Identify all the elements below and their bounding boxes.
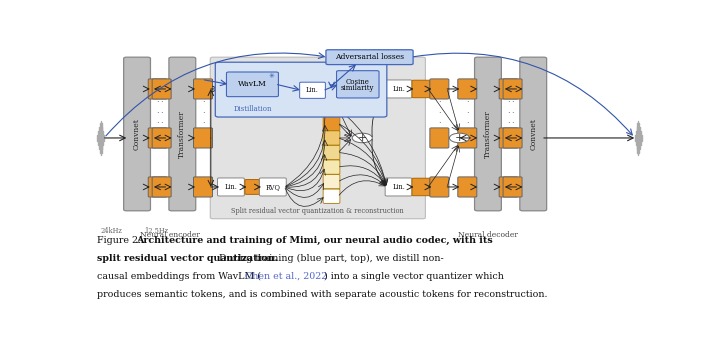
Text: Neural encoder: Neural encoder (141, 231, 200, 239)
FancyBboxPatch shape (300, 82, 325, 98)
FancyBboxPatch shape (323, 73, 340, 87)
FancyBboxPatch shape (323, 146, 340, 160)
FancyBboxPatch shape (323, 174, 340, 189)
Text: ) into a single vector quantizer which: ) into a single vector quantizer which (324, 272, 503, 281)
Text: Adversarial losses: Adversarial losses (335, 53, 404, 61)
Text: Architecture and training of Mimi, our neural audio codec, with its: Architecture and training of Mimi, our n… (136, 236, 492, 245)
FancyBboxPatch shape (430, 177, 449, 197)
Text: Cosine: Cosine (346, 78, 370, 86)
Text: ✳: ✳ (269, 73, 275, 79)
FancyBboxPatch shape (412, 80, 430, 98)
FancyBboxPatch shape (193, 79, 213, 99)
FancyBboxPatch shape (323, 102, 340, 116)
FancyBboxPatch shape (260, 178, 286, 196)
Text: Lin.: Lin. (392, 183, 405, 191)
FancyBboxPatch shape (458, 79, 477, 99)
Text: +: + (455, 133, 464, 143)
Text: Lin.: Lin. (392, 85, 405, 93)
Text: ·
·
·: · · · (508, 99, 510, 128)
FancyBboxPatch shape (124, 57, 151, 211)
Text: Lin.: Lin. (224, 85, 237, 93)
Text: causal embeddings from WavLM (: causal embeddings from WavLM ( (97, 272, 261, 281)
Text: Distillation: Distillation (233, 105, 272, 113)
FancyBboxPatch shape (245, 82, 260, 96)
FancyBboxPatch shape (458, 177, 477, 197)
FancyBboxPatch shape (152, 79, 171, 99)
FancyBboxPatch shape (503, 128, 522, 148)
Text: Lin.: Lin. (306, 86, 319, 94)
FancyBboxPatch shape (260, 80, 286, 98)
Circle shape (449, 133, 469, 143)
Text: VQ: VQ (267, 85, 278, 93)
Text: Figure 2:: Figure 2: (97, 236, 141, 245)
FancyBboxPatch shape (499, 177, 518, 197)
FancyBboxPatch shape (337, 71, 379, 98)
FancyBboxPatch shape (193, 128, 213, 148)
FancyBboxPatch shape (149, 128, 167, 148)
Text: ·
·
·: · · · (160, 99, 163, 128)
FancyBboxPatch shape (226, 72, 278, 97)
FancyBboxPatch shape (323, 160, 340, 174)
Text: +: + (358, 133, 367, 143)
Text: Chen et al., 2022: Chen et al., 2022 (245, 272, 328, 281)
Text: ·
·
·: · · · (156, 99, 159, 128)
Circle shape (352, 133, 372, 143)
Text: Convnet: Convnet (133, 118, 141, 150)
Text: WavLM: WavLM (238, 80, 267, 88)
Text: Convnet: Convnet (529, 118, 537, 150)
Text: ·
·
·: · · · (511, 99, 514, 128)
FancyBboxPatch shape (323, 87, 340, 101)
FancyBboxPatch shape (218, 80, 244, 98)
FancyBboxPatch shape (503, 177, 522, 197)
FancyBboxPatch shape (385, 80, 412, 98)
Text: Lin.: Lin. (224, 183, 237, 191)
FancyBboxPatch shape (323, 189, 340, 203)
FancyBboxPatch shape (499, 128, 518, 148)
Text: Transformer: Transformer (178, 110, 186, 158)
Text: Split residual vector quantization & reconstruction: Split residual vector quantization & rec… (231, 207, 404, 215)
Text: 12.5Hz: 12.5Hz (144, 227, 168, 235)
Text: Neural decoder: Neural decoder (459, 231, 518, 239)
FancyBboxPatch shape (499, 79, 518, 99)
FancyBboxPatch shape (152, 177, 171, 197)
Text: During training (blue part, top), we distill non-: During training (blue part, top), we dis… (216, 254, 443, 263)
FancyBboxPatch shape (218, 178, 244, 196)
Text: ·
·
·: · · · (466, 99, 469, 128)
FancyBboxPatch shape (149, 177, 167, 197)
FancyBboxPatch shape (169, 57, 195, 211)
FancyBboxPatch shape (412, 178, 430, 196)
FancyBboxPatch shape (323, 131, 340, 145)
FancyBboxPatch shape (323, 116, 340, 130)
Text: ·
·
·: · · · (202, 99, 204, 128)
FancyBboxPatch shape (211, 57, 425, 219)
FancyBboxPatch shape (193, 177, 213, 197)
Text: produces semantic tokens, and is combined with separate acoustic tokens for reco: produces semantic tokens, and is combine… (97, 290, 547, 299)
Text: similarity: similarity (341, 84, 374, 92)
FancyBboxPatch shape (385, 178, 412, 196)
FancyBboxPatch shape (149, 79, 167, 99)
FancyBboxPatch shape (503, 79, 522, 99)
FancyBboxPatch shape (458, 128, 477, 148)
Text: RVQ: RVQ (265, 183, 280, 191)
FancyBboxPatch shape (474, 57, 501, 211)
FancyBboxPatch shape (430, 128, 449, 148)
FancyBboxPatch shape (152, 128, 171, 148)
FancyBboxPatch shape (520, 57, 547, 211)
Text: ·
·
·: · · · (438, 99, 441, 128)
FancyBboxPatch shape (326, 50, 413, 65)
Text: Transformer: Transformer (484, 110, 492, 158)
FancyBboxPatch shape (430, 79, 449, 99)
Text: 24kHz: 24kHz (100, 227, 123, 235)
FancyBboxPatch shape (216, 62, 387, 117)
FancyBboxPatch shape (245, 180, 260, 194)
Text: split residual vector quantization.: split residual vector quantization. (97, 254, 278, 263)
